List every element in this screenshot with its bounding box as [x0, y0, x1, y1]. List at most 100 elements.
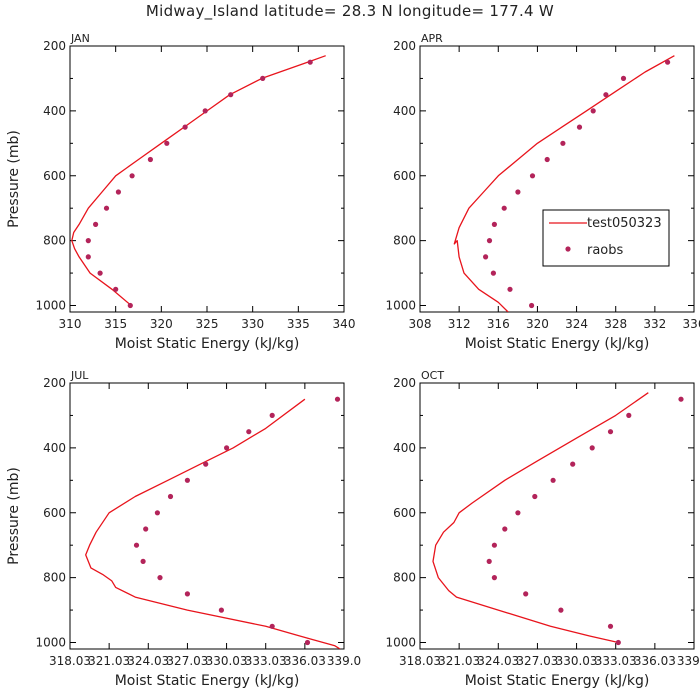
- obs-point: [113, 286, 119, 292]
- y-tick-label: 800: [393, 234, 416, 248]
- obs-point: [115, 189, 121, 195]
- legend-line-label: test050323: [587, 216, 662, 231]
- x-tick-label: 315: [104, 317, 127, 331]
- x-tick-label: 328: [604, 317, 627, 331]
- obs-point: [202, 108, 208, 114]
- plot-frame: [69, 45, 345, 313]
- obs-point: [515, 510, 521, 516]
- x-tick-label: 327.03: [166, 654, 208, 668]
- x-tick-label: 325: [196, 317, 219, 331]
- obs-point: [665, 59, 671, 65]
- obs-point: [133, 542, 140, 548]
- legend-dot-label: raobs: [587, 243, 624, 258]
- obs-point: [615, 639, 621, 646]
- x-tick-label: 330: [241, 317, 264, 331]
- plot-frame: [69, 382, 345, 650]
- model-line: [453, 55, 675, 312]
- x-axis-label: Moist Static Energy (kJ/kg): [115, 673, 300, 689]
- figure-title: Midway_Island latitude= 28.3 N longitude…: [145, 2, 555, 20]
- x-tick-label: 320: [526, 317, 549, 331]
- obs-point: [147, 156, 153, 163]
- y-tick-label: 400: [43, 104, 66, 118]
- series-group: [453, 55, 675, 312]
- obs-point: [129, 173, 135, 179]
- obs-point: [246, 429, 252, 435]
- obs-point: [576, 124, 583, 130]
- x-tick-label: 340: [333, 317, 356, 331]
- plot-frame: [419, 45, 695, 313]
- x-tick-label: 333.03: [245, 654, 287, 668]
- obs-point: [164, 140, 170, 146]
- obs-point: [483, 254, 489, 260]
- obs-point: [502, 526, 508, 532]
- x-tick-label: 318.03: [399, 654, 441, 668]
- x-tick-label: 324: [565, 317, 588, 331]
- x-tick-label: 339.0: [327, 654, 361, 668]
- obs-point: [167, 493, 174, 500]
- y-tick-label: 200: [393, 39, 416, 53]
- y-tick-label: 600: [393, 169, 416, 183]
- x-tick-label: 324.03: [477, 654, 519, 668]
- y-tick-label: 400: [393, 441, 416, 455]
- y-tick-label: 800: [43, 234, 66, 248]
- y-tick-label: 600: [43, 169, 66, 183]
- obs-point: [307, 59, 313, 65]
- x-tick-label: 310: [59, 317, 82, 331]
- y-tick-label: 1000: [385, 299, 416, 313]
- obs-point: [182, 124, 188, 130]
- legend-dot-swatch: [565, 246, 571, 252]
- obs-point: [544, 156, 550, 163]
- y-tick-label: 800: [393, 571, 416, 585]
- x-tick-label: 321.03: [438, 654, 480, 668]
- obs-point: [304, 639, 311, 646]
- obs-point: [143, 526, 149, 532]
- obs-point: [491, 575, 497, 581]
- obs-point: [603, 92, 609, 98]
- x-tick-label: 312: [448, 317, 471, 331]
- obs-point: [184, 477, 190, 483]
- y-tick-label: 200: [43, 376, 66, 390]
- y-tick-label: 1000: [35, 636, 66, 650]
- y-tick-label: 800: [43, 571, 66, 585]
- y-tick-label: 1000: [35, 299, 66, 313]
- obs-point: [218, 607, 224, 613]
- x-tick-label: 316: [487, 317, 510, 331]
- obs-point: [678, 396, 684, 402]
- obs-point: [607, 429, 614, 435]
- obs-point: [85, 254, 91, 260]
- x-tick-label: 332: [643, 317, 666, 331]
- y-tick-label: 400: [43, 441, 66, 455]
- obs-point: [93, 221, 99, 227]
- model-line: [432, 392, 649, 644]
- obs-point: [620, 75, 627, 81]
- obs-point: [157, 575, 163, 581]
- obs-point: [626, 412, 632, 418]
- model-line: [85, 398, 341, 649]
- x-tick-label: 336: [683, 317, 700, 331]
- x-tick-label: 327.03: [516, 654, 558, 668]
- legend: test050323 raobs: [542, 209, 670, 267]
- obs-point: [515, 189, 521, 195]
- panel-jan: 200 400 600 800 1000 310 315 320 325 330 335 340 JAN…: [6, 32, 355, 352]
- x-tick-label: 308: [409, 317, 432, 331]
- obs-point: [501, 205, 507, 211]
- panel-title: JAN: [70, 32, 90, 45]
- obs-point: [334, 396, 341, 402]
- obs-point: [532, 493, 538, 500]
- obs-point: [203, 461, 209, 467]
- obs-point: [529, 173, 536, 179]
- obs-point: [570, 461, 576, 467]
- obs-point: [523, 591, 529, 597]
- y-tick-label: 200: [393, 376, 416, 390]
- obs-point: [558, 607, 564, 613]
- x-axis-label: Moist Static Energy (kJ/kg): [115, 336, 300, 352]
- obs-point: [260, 75, 266, 81]
- x-axis-label: Moist Static Energy (kJ/kg): [465, 673, 650, 689]
- x-tick-label: 318.03: [49, 654, 91, 668]
- x-tick-label: 324.03: [127, 654, 169, 668]
- obs-point: [228, 92, 234, 98]
- obs-point: [490, 270, 496, 276]
- obs-point: [85, 238, 91, 244]
- obs-point: [590, 108, 596, 114]
